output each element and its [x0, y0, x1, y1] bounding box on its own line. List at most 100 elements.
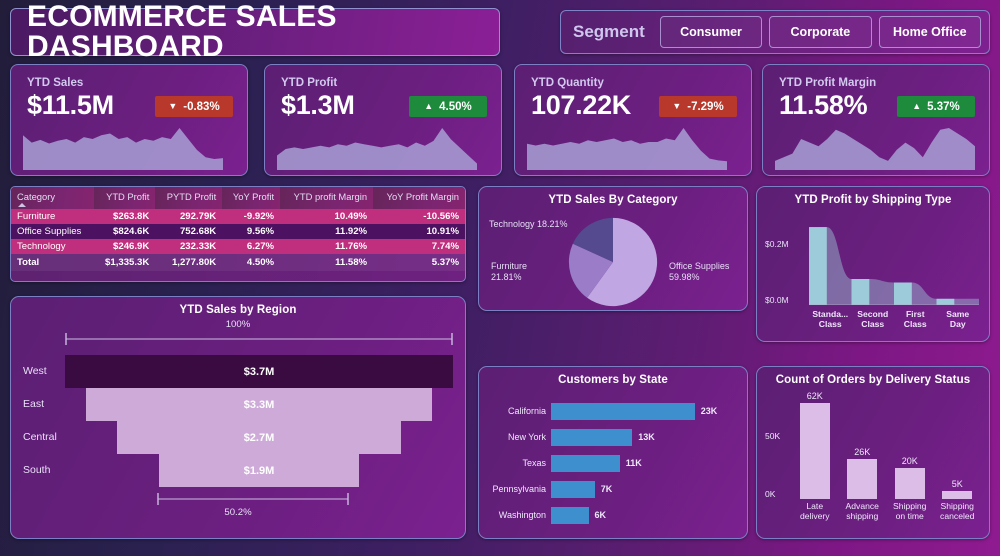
segment-slicer[interactable]: Segment Consumer Corporate Home Office: [560, 10, 990, 54]
state-label: Washington: [498, 510, 546, 520]
state-bar[interactable]: [551, 507, 589, 524]
list-item[interactable]: New York 13K: [508, 429, 737, 446]
kpi-delta-badge: ▲ 5.37%: [897, 96, 975, 117]
table-total-row: Total $1,335.3K 1,277.80K 4.50% 11.58% 5.37%: [11, 254, 465, 271]
table-column-header[interactable]: YoY Profit Margin: [373, 187, 465, 209]
state-bar[interactable]: [551, 481, 595, 498]
funnel-bottom-rule: [157, 493, 349, 505]
chart-ytd-sales-by-region[interactable]: YTD Sales by Region 100% $3.7M West $3.3M E…: [10, 296, 466, 539]
delivery-status-bar[interactable]: [942, 491, 973, 499]
segment-option-home-office[interactable]: Home Office: [878, 16, 982, 48]
table-body: Furniture $263.8K 292.79K -9.92% 10.49% -10.5…: [11, 209, 465, 271]
kpi-card-ytd-profit-margin[interactable]: YTD Profit Margin 11.58% ▲ 5.37%: [762, 64, 990, 176]
kpi-label: YTD Quantity: [531, 77, 604, 89]
kpi-delta-value: 4.50%: [439, 100, 472, 113]
pie-label-office-supplies: Office Supplies 59.98%: [669, 261, 730, 283]
kpi-card-ytd-quantity[interactable]: YTD Quantity 107.22K ▼ -7.29%: [514, 64, 752, 176]
table-cell: 5.37%: [373, 254, 465, 271]
chart-customers-by-state[interactable]: Customers by State California 23K New York…: [478, 366, 748, 539]
x-axis-label: Standa... Class: [812, 309, 849, 330]
chart-ytd-sales-by-category[interactable]: YTD Sales By Category Technology 18.21% …: [478, 186, 748, 311]
kpi-sparkline: [527, 128, 727, 170]
y-axis-tick-50k: 50K: [765, 431, 781, 441]
table-header-row: Category YTD Profit PYTD Profit YoY Profit Y…: [11, 187, 465, 209]
table-cell: 11.76%: [280, 239, 374, 254]
table-column-header[interactable]: Category: [11, 187, 95, 209]
bar-value-label: 26K: [854, 446, 871, 457]
kpi-card-ytd-sales[interactable]: YTD Sales $11.5M ▼ -0.83%: [10, 64, 248, 176]
funnel-bar[interactable]: $1.9M: [159, 454, 359, 487]
x-axis-label: Shipping on time: [893, 501, 927, 522]
x-axis-label: Late delivery: [799, 501, 830, 522]
table-cell: $246.9K: [94, 239, 156, 254]
funnel-top-percent: 100%: [225, 319, 251, 330]
state-label: Pennsylvania: [492, 484, 546, 494]
table-column-header[interactable]: YoY Profit: [222, 187, 281, 209]
segment-option-consumer[interactable]: Consumer: [659, 16, 763, 48]
chart-title: YTD Sales by Region: [179, 304, 297, 316]
chart-title: YTD Profit by Shipping Type: [794, 194, 952, 206]
state-label: New York: [507, 432, 546, 442]
funnel-bar[interactable]: $3.7M: [65, 355, 453, 388]
chart-ytd-profit-by-shipping-type[interactable]: YTD Profit by Shipping Type $0.2M $0.0M …: [756, 186, 990, 342]
profit-by-category-table[interactable]: Category YTD Profit PYTD Profit YoY Profit Y…: [10, 186, 466, 282]
pie-plot-area: Technology 18.21% Furniture 21.81% Office…: [479, 187, 747, 310]
state-bar[interactable]: [551, 455, 620, 472]
kpi-sparkline: [277, 128, 477, 170]
table-cell: Office Supplies: [11, 224, 95, 239]
list-item[interactable]: Washington 6K: [499, 507, 737, 524]
table-header: Category YTD Profit PYTD Profit YoY Profit Y…: [11, 187, 465, 209]
state-value-label: 7K: [600, 484, 613, 494]
segment-slicer-label: Segment: [573, 22, 645, 41]
dashboard-title-banner: ECOMMERCE SALES DASHBOARD: [10, 2, 500, 62]
y-axis-tick-top: $0.2M: [765, 239, 789, 249]
table-cell: Technology: [11, 239, 95, 254]
triangle-down-icon: ▼: [672, 101, 682, 111]
funnel-top-rule: [65, 333, 453, 345]
table-cell: 1,277.80K: [155, 254, 223, 271]
list-item[interactable]: California 23K: [508, 403, 737, 420]
page-title: ECOMMERCE SALES DASHBOARD: [27, 0, 337, 63]
kpi-label: YTD Profit: [281, 77, 338, 89]
state-bar[interactable]: [551, 429, 633, 446]
table-row[interactable]: Furniture $263.8K 292.79K -9.92% 10.49% -10.5…: [11, 209, 465, 224]
y-axis-tick-0k: 0K: [765, 489, 776, 499]
list-item[interactable]: Texas 11K: [522, 455, 737, 472]
table-row[interactable]: Technology $246.9K 232.33K 6.27% 11.76% 7.74%: [11, 239, 465, 254]
list-item[interactable]: Pennsylvania 7K: [492, 481, 737, 498]
table-cell: 11.92%: [280, 224, 374, 239]
bar-value-label: 62K: [806, 391, 823, 402]
funnel-category-label: Central: [23, 431, 57, 443]
x-axis-label: Same Day: [946, 309, 970, 330]
state-bar[interactable]: [551, 403, 695, 420]
table-cell: 4.50%: [222, 254, 281, 271]
funnel-bar[interactable]: $2.7M: [117, 421, 401, 454]
state-label: Texas: [522, 458, 546, 468]
delivery-status-bar[interactable]: [894, 468, 925, 499]
x-axis-label: Advance shipping: [845, 501, 879, 522]
column-slot: 5K: [934, 391, 982, 499]
delivery-status-bar[interactable]: [799, 403, 830, 499]
chart-title: Count of Orders by Delivery Status: [775, 374, 971, 386]
column-slot: 20K: [886, 391, 934, 499]
y-axis-tick-bottom: $0.0M: [765, 295, 789, 305]
table-column-header[interactable]: YTD Profit: [94, 187, 156, 209]
funnel-bar[interactable]: $3.3M: [85, 388, 433, 421]
delivery-plot-area: 62K 26K 20K 5K: [791, 391, 981, 499]
shipping-area-svg: [809, 227, 979, 305]
kpi-value: 11.58%: [779, 90, 868, 120]
chart-title: Customers by State: [558, 374, 668, 386]
chart-count-of-orders-by-delivery-status[interactable]: Count of Orders by Delivery Status 50K 0…: [756, 366, 990, 539]
table-cell: 7.74%: [373, 239, 465, 254]
table-column-header[interactable]: PYTD Profit: [155, 187, 223, 209]
table-cell: Total: [11, 254, 95, 271]
chart-title: YTD Sales By Category: [548, 194, 678, 206]
table: Category YTD Profit PYTD Profit YoY Profit Y…: [11, 187, 465, 271]
state-value-label: 13K: [638, 432, 655, 442]
segment-option-corporate[interactable]: Corporate: [769, 16, 872, 48]
table-row[interactable]: Office Supplies $824.6K 752.68K 9.56% 11.92%…: [11, 224, 465, 239]
kpi-card-ytd-profit[interactable]: YTD Profit $1.3M ▲ 4.50%: [264, 64, 502, 176]
table-cell: 232.33K: [155, 239, 223, 254]
delivery-status-bar[interactable]: [847, 458, 878, 499]
table-column-header[interactable]: YTD profit Margin: [280, 187, 374, 209]
